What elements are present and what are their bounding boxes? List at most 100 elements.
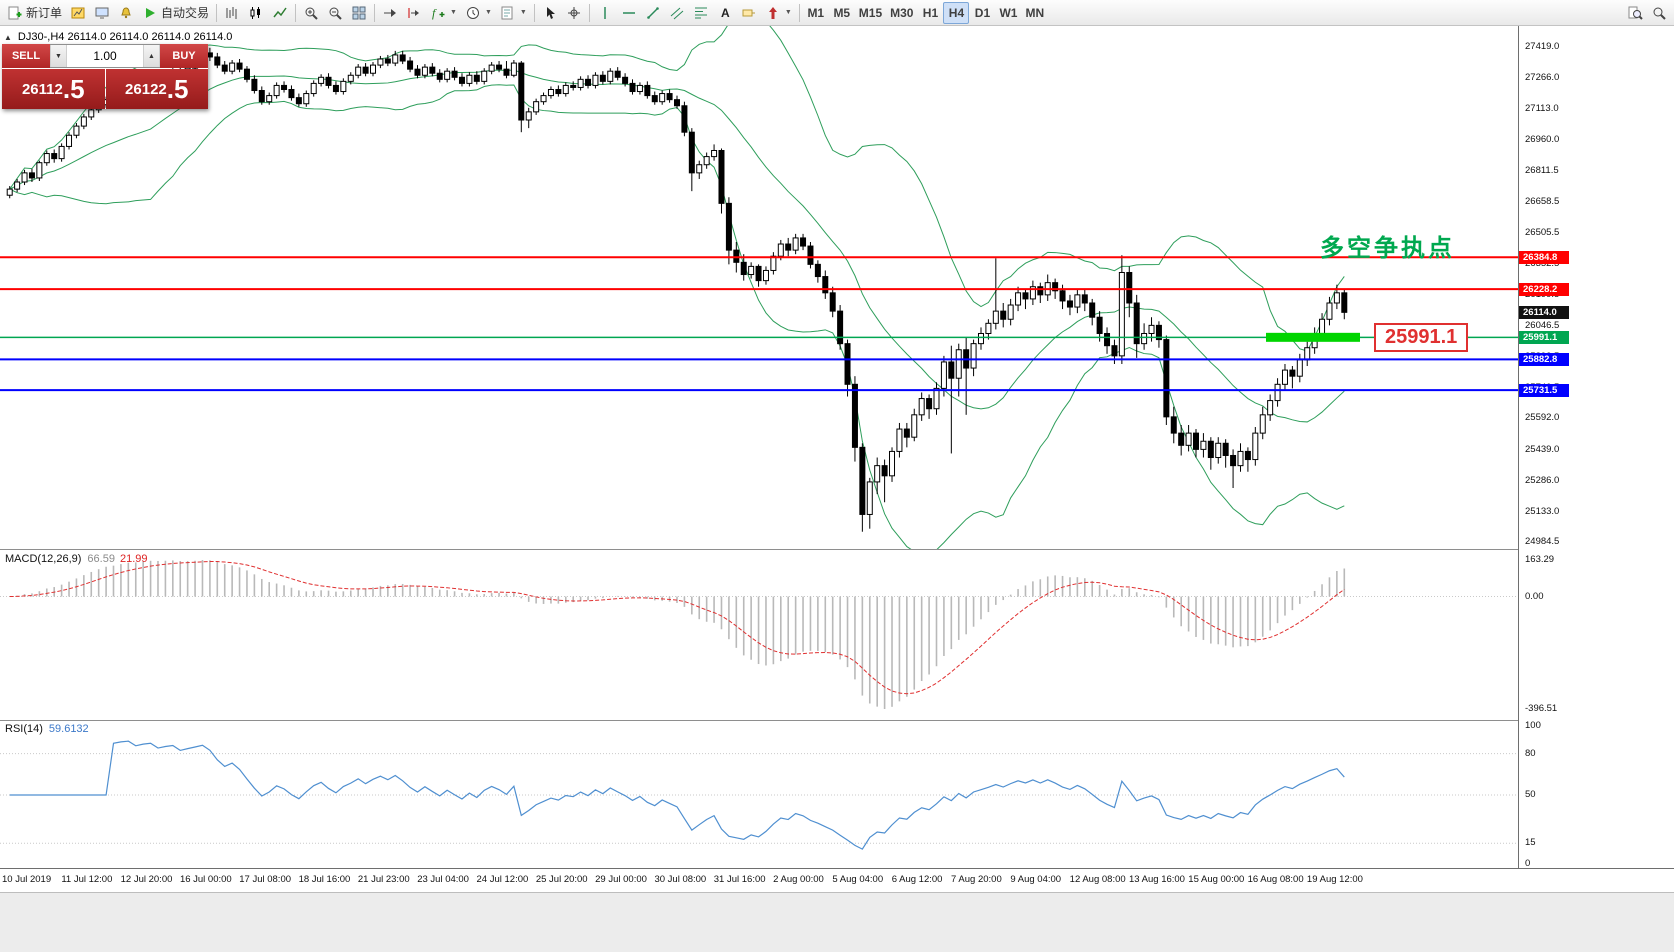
volume-input[interactable]: 1.00 — [93, 49, 117, 63]
fibonacci-button[interactable] — [689, 2, 713, 24]
play-icon — [142, 5, 158, 21]
time-axis-label: 10 Jul 2019 — [2, 874, 52, 885]
axis-tick: 24984.5 — [1525, 536, 1560, 547]
search-button[interactable] — [1647, 2, 1671, 24]
channel-button[interactable] — [665, 2, 689, 24]
axis-tick: 25439.0 — [1525, 443, 1560, 455]
price-level-label: 26114.0 — [1519, 306, 1569, 320]
channel-icon — [669, 5, 685, 21]
price-level-label: 25991.1 — [1519, 331, 1569, 345]
buy-button[interactable]: BUY — [160, 44, 208, 68]
tile-windows-button[interactable] — [347, 2, 371, 24]
timeframe-h4[interactable]: H4 — [943, 1, 970, 24]
price-chart[interactable] — [0, 26, 1518, 868]
dropdown-caret-icon[interactable]: ▼ — [784, 9, 792, 16]
new-chart-button[interactable] — [66, 2, 90, 24]
autotrading-button[interactable]: 自动交易 — [138, 2, 213, 24]
hline-icon — [621, 5, 637, 21]
buy-price-display[interactable]: 26122.5 — [105, 69, 208, 109]
pane-separator[interactable] — [0, 720, 1674, 721]
vertical-line-button[interactable] — [593, 2, 617, 24]
timeframe-d1-label: D1 — [974, 5, 991, 20]
trendline-button[interactable] — [641, 2, 665, 24]
toolbar-separator — [533, 3, 535, 22]
chart-title-row: ▲ DJ30-,H4 26114.0 26114.0 26114.0 26114… — [4, 31, 232, 43]
text-button[interactable]: A — [713, 2, 737, 24]
dropdown-caret-icon[interactable]: ▼ — [484, 9, 492, 16]
chart-annotation-text[interactable]: 多空争执点 — [1320, 235, 1455, 262]
price-axis[interactable]: 27419.0 27266.0 27113.0 26960.0 26811.5 26658… — [1518, 26, 1674, 868]
time-axis-label: 9 Aug 04:00 — [1010, 874, 1062, 885]
arrows-icon — [765, 5, 781, 21]
dropdown-caret-icon[interactable]: ▼ — [450, 9, 457, 16]
axis-tick: 100 — [1525, 720, 1541, 731]
time-axis-label: 19 Aug 12:00 — [1306, 874, 1363, 885]
time-axis-label: 11 Jul 12:00 — [61, 874, 113, 885]
timeframe-m15[interactable]: M15 — [855, 2, 886, 24]
horizontal-line-button[interactable] — [617, 2, 641, 24]
indicators-button[interactable]: f ▼ — [426, 2, 461, 24]
macd-main-value: 66.59 — [87, 553, 115, 565]
indicator-icon: f — [430, 5, 446, 21]
crosshair-button[interactable] — [562, 2, 586, 24]
label-button[interactable] — [737, 2, 761, 24]
timeframe-w1[interactable]: W1 — [995, 2, 1021, 24]
axis-tick: 80 — [1525, 747, 1536, 759]
new-order-button[interactable]: 新订单 — [3, 2, 66, 24]
cursor-button[interactable] — [538, 2, 562, 24]
macd-signal-value: 21.99 — [119, 553, 148, 565]
toolbar-separator — [295, 3, 297, 22]
dropdown-caret-icon[interactable]: ▼ — [519, 9, 527, 16]
alerts-button[interactable] — [114, 2, 138, 24]
timeframe-m30[interactable]: M30 — [886, 2, 917, 24]
periods-button[interactable]: ▼ — [461, 2, 496, 24]
timeframe-m1[interactable]: M1 — [803, 2, 829, 24]
time-axis-label: 16 Aug 08:00 — [1247, 874, 1304, 885]
timeframe-h1[interactable]: H1 — [917, 2, 943, 24]
price-callout-label[interactable]: 25991.1 — [1374, 323, 1469, 352]
arrows-button[interactable]: ▼ — [761, 2, 796, 24]
rsi-name: RSI(14) — [5, 723, 43, 735]
templates-button[interactable]: ▼ — [496, 2, 531, 24]
axis-tick: 26811.5 — [1525, 164, 1559, 176]
timeframe-w1-label: W1 — [999, 5, 1018, 20]
highlight-segment[interactable] — [1266, 332, 1360, 342]
timeframe-mn[interactable]: MN — [1021, 2, 1048, 24]
timeframe-m5[interactable]: M5 — [829, 2, 855, 24]
auto-scroll-button[interactable] — [378, 2, 402, 24]
time-axis-label: 12 Aug 08:00 — [1069, 874, 1126, 885]
candlestick-chart-button[interactable] — [244, 2, 268, 24]
line-chart-button[interactable] — [268, 2, 292, 24]
one-click-trading-panel: SELL ▼ 1.00 ▲ BUY 26112.5 26122.5 — [2, 44, 208, 109]
timeframe-d1[interactable]: D1 — [969, 2, 995, 24]
toolbar-separator — [216, 3, 218, 22]
profiles-button[interactable] — [90, 2, 114, 24]
axis-tick: 26046.5 — [1525, 320, 1560, 332]
time-axis-label: 13 Aug 16:00 — [1128, 874, 1185, 885]
rsi-value: 59.6132 — [48, 723, 89, 735]
time-axis[interactable]: 10 Jul 2019 11 Jul 12:00 12 Jul 20:00 16 Ju… — [0, 868, 1674, 892]
axis-tick: 25133.0 — [1525, 505, 1560, 517]
timeframe-m1-label: M1 — [807, 5, 825, 20]
time-axis-label: 15 Aug 00:00 — [1188, 874, 1245, 885]
volume-down-icon[interactable]: ▼ — [50, 45, 67, 67]
axis-tick: 0 — [1525, 858, 1531, 869]
chart-shift-button[interactable] — [402, 2, 426, 24]
collapse-panel-icon[interactable]: ▲ — [4, 32, 12, 42]
bar-chart-button[interactable] — [220, 2, 244, 24]
pane-separator[interactable] — [0, 549, 1674, 550]
zoom-out-button[interactable] — [323, 2, 347, 24]
sell-price-display[interactable]: 26112.5 — [2, 69, 105, 109]
time-axis-label: 12 Jul 20:00 — [120, 874, 173, 885]
toolbar-separator — [588, 3, 590, 22]
sell-button[interactable]: SELL — [2, 44, 50, 68]
axis-tick: 25592.0 — [1525, 412, 1560, 424]
zoom-in-button[interactable] — [299, 2, 323, 24]
buy-price-frac: .5 — [166, 74, 189, 104]
symbol-search-button[interactable] — [1623, 2, 1647, 24]
template-icon — [500, 5, 516, 21]
volume-up-icon[interactable]: ▲ — [143, 45, 160, 67]
macd-pane — [0, 560, 1518, 709]
time-axis-label: 31 Jul 16:00 — [713, 874, 766, 885]
monitor-icon — [94, 5, 110, 21]
